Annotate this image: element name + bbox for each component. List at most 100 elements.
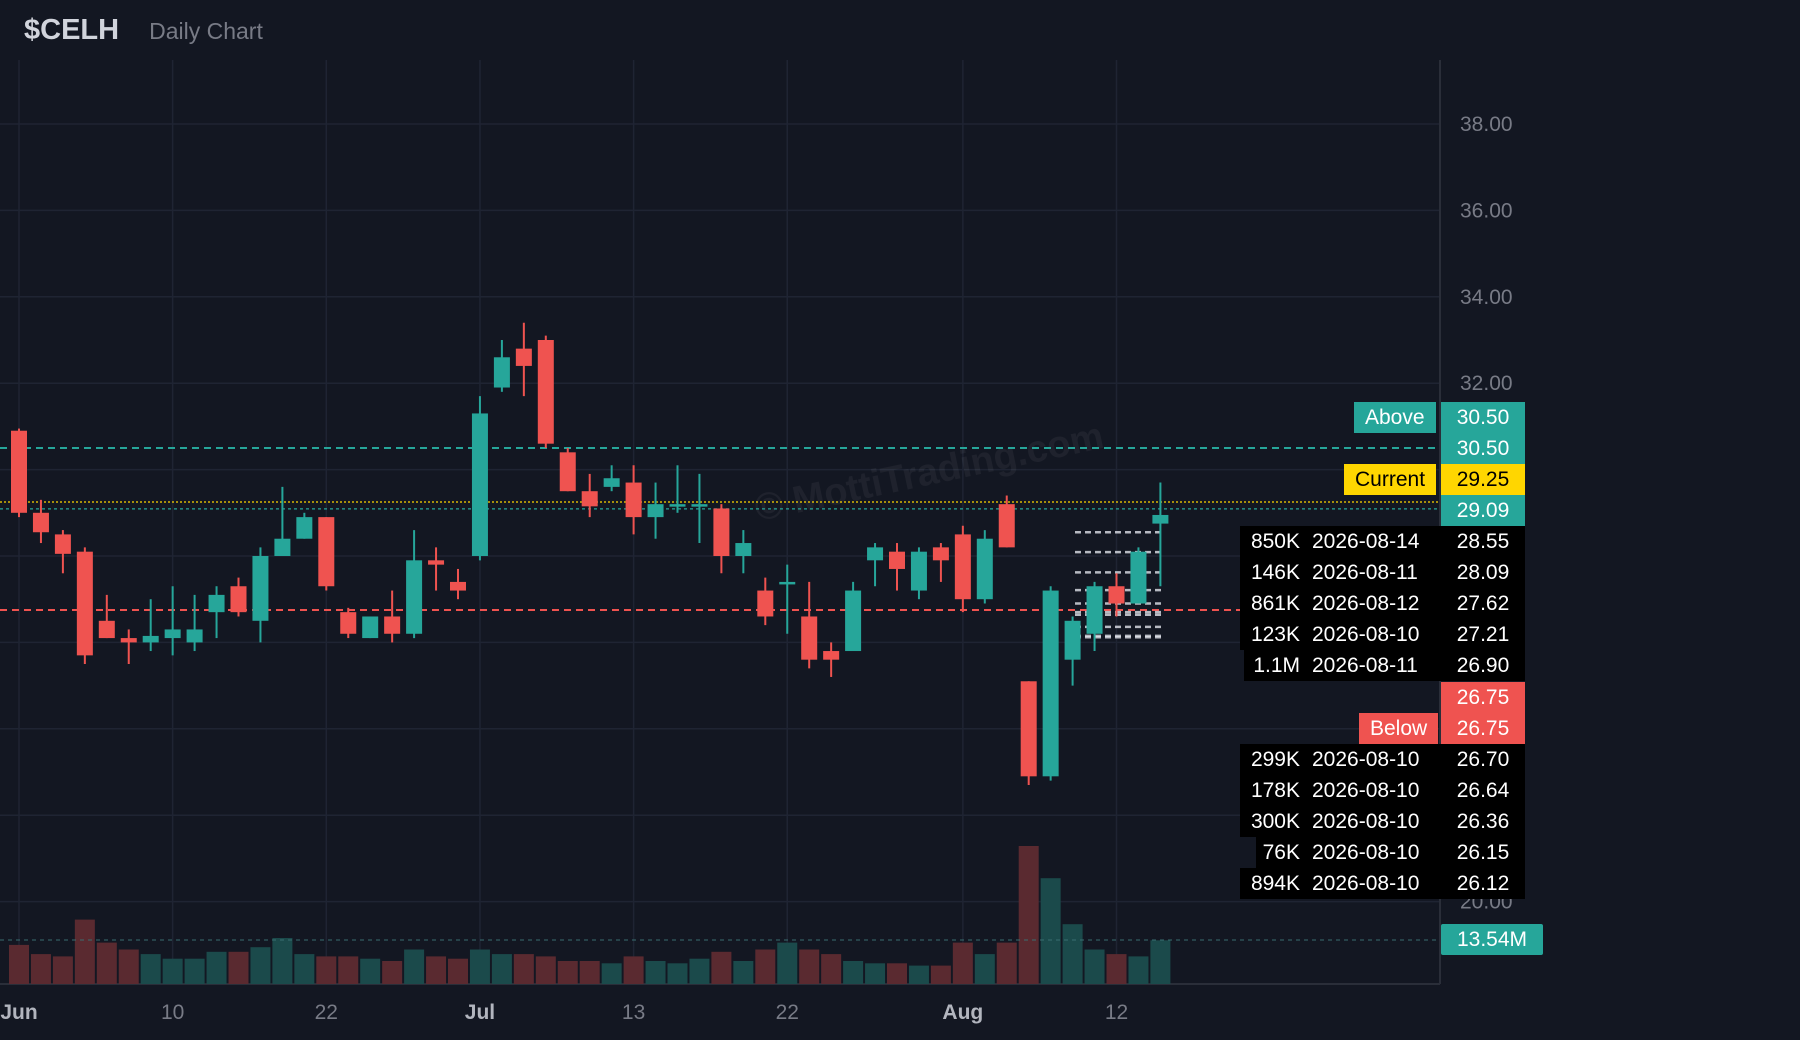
volume-bar xyxy=(1150,940,1171,984)
time-axis[interactable]: Jun 10 22 Jul 13 22 Aug 12 xyxy=(0,1001,1128,1024)
candle-body xyxy=(76,551,93,656)
volume-bar xyxy=(821,954,842,984)
chart-subtitle: Daily Chart xyxy=(149,18,263,44)
time-tick-label: Jun xyxy=(0,1001,37,1024)
candle-body xyxy=(406,560,423,634)
order-row-above[interactable]: 123K 2026-08-10 xyxy=(1240,619,1453,650)
volume-bar xyxy=(294,954,315,984)
candle-body xyxy=(647,504,664,518)
volume-bar xyxy=(557,961,578,984)
volume-bar xyxy=(1062,924,1083,984)
above-line-price-tag: 30.50 xyxy=(1441,433,1525,464)
volume-bar xyxy=(930,965,951,984)
volume-bar xyxy=(689,958,710,984)
candle-body xyxy=(691,504,708,507)
order-price: 26.64 xyxy=(1441,775,1525,806)
candle-body xyxy=(186,629,203,643)
candle-body xyxy=(735,543,752,556)
order-price: 27.21 xyxy=(1441,619,1525,650)
volume-bar xyxy=(843,961,864,984)
candle-body xyxy=(32,512,49,533)
order-row-below[interactable]: 76K 2026-08-10 xyxy=(1256,837,1453,868)
candle-body xyxy=(1020,681,1037,777)
volume-bar xyxy=(645,961,666,984)
order-row-above[interactable]: 146K 2026-08-11 xyxy=(1240,557,1453,588)
volume-bar xyxy=(1018,846,1039,984)
below-label: Below xyxy=(1359,713,1439,744)
volume-bar xyxy=(250,947,271,984)
volume-bar xyxy=(30,954,51,984)
below-price-tag: 26.75 xyxy=(1441,713,1525,744)
below-line-price-tag: 26.75 xyxy=(1441,682,1525,713)
volume-bar xyxy=(579,961,600,984)
price-tick-label: 34.00 xyxy=(1460,286,1513,309)
volume-bar xyxy=(491,954,512,984)
order-row-below[interactable]: 894K 2026-08-10 xyxy=(1240,868,1453,899)
watermark: © MottiTrading.com xyxy=(751,415,1107,530)
volume-bar xyxy=(140,954,161,984)
volume-bar xyxy=(228,951,249,984)
candle-body xyxy=(11,430,27,513)
volume-bar xyxy=(338,956,359,984)
candle-body xyxy=(537,340,554,444)
order-row-below[interactable]: 299K 2026-08-10 xyxy=(1240,744,1453,775)
volume-tag: 13.54M xyxy=(1441,924,1543,955)
order-row-below[interactable]: 300K 2026-08-10 xyxy=(1240,806,1453,837)
candle-body xyxy=(713,508,730,556)
order-volume: 1.1M xyxy=(1253,654,1300,677)
candle-body xyxy=(889,551,905,569)
volume-bar xyxy=(667,963,688,984)
order-volume: 299K xyxy=(1250,748,1300,771)
candle-body xyxy=(1086,586,1103,634)
candle-body xyxy=(867,547,884,561)
order-row-above[interactable]: 861K 2026-08-12 xyxy=(1240,588,1453,619)
candle-body xyxy=(252,556,269,621)
volume-bar xyxy=(316,956,337,984)
candle-body xyxy=(362,616,379,639)
candle-body xyxy=(384,616,401,634)
candle-body xyxy=(54,534,71,554)
order-date: 2026-08-11 xyxy=(1312,654,1418,677)
candles[interactable] xyxy=(11,322,1169,785)
candle-body xyxy=(164,629,181,639)
volume-bar xyxy=(623,956,644,984)
candle-body xyxy=(318,517,335,587)
candle-body xyxy=(845,590,862,652)
order-date: 2026-08-10 xyxy=(1312,872,1420,895)
price-tick-label: 36.00 xyxy=(1460,199,1513,222)
order-price: 26.12 xyxy=(1441,868,1525,899)
order-date: 2026-08-10 xyxy=(1312,810,1420,833)
order-row-above[interactable]: 850K 2026-08-14 xyxy=(1240,526,1453,557)
price-tick-label: 38.00 xyxy=(1460,113,1513,136)
candle-body xyxy=(1130,551,1147,604)
volume-bar xyxy=(974,954,995,984)
volume-bar xyxy=(426,956,447,984)
volume-bar xyxy=(1106,954,1127,984)
volume-bar xyxy=(184,958,205,984)
time-tick-label: 12 xyxy=(1105,1001,1128,1024)
order-volume: 76K xyxy=(1262,841,1300,864)
order-row-above[interactable]: 1.1M 2026-08-11 xyxy=(1244,650,1453,681)
candle-body xyxy=(471,413,488,556)
order-date: 2026-08-10 xyxy=(1312,841,1420,864)
order-volume: 850K xyxy=(1250,530,1300,553)
volume-bar xyxy=(360,958,381,984)
candle-body xyxy=(428,560,445,565)
volume-bar xyxy=(74,919,95,984)
volume-bar xyxy=(9,944,29,984)
order-date: 2026-08-14 xyxy=(1312,530,1420,553)
volume-bar xyxy=(711,951,732,984)
volume-bar xyxy=(996,942,1017,984)
order-row-below[interactable]: 178K 2026-08-10 xyxy=(1240,775,1453,806)
candle-body xyxy=(669,504,686,507)
candle-body xyxy=(779,581,796,585)
time-tick-label: 22 xyxy=(776,1001,799,1024)
candle-body xyxy=(559,452,576,492)
ticker-symbol[interactable]: $CELH xyxy=(24,14,120,46)
candle-body xyxy=(625,482,642,518)
above-price-tag: 30.50 xyxy=(1441,402,1525,433)
order-volume: 123K xyxy=(1250,623,1300,646)
volume-bar xyxy=(755,949,776,984)
